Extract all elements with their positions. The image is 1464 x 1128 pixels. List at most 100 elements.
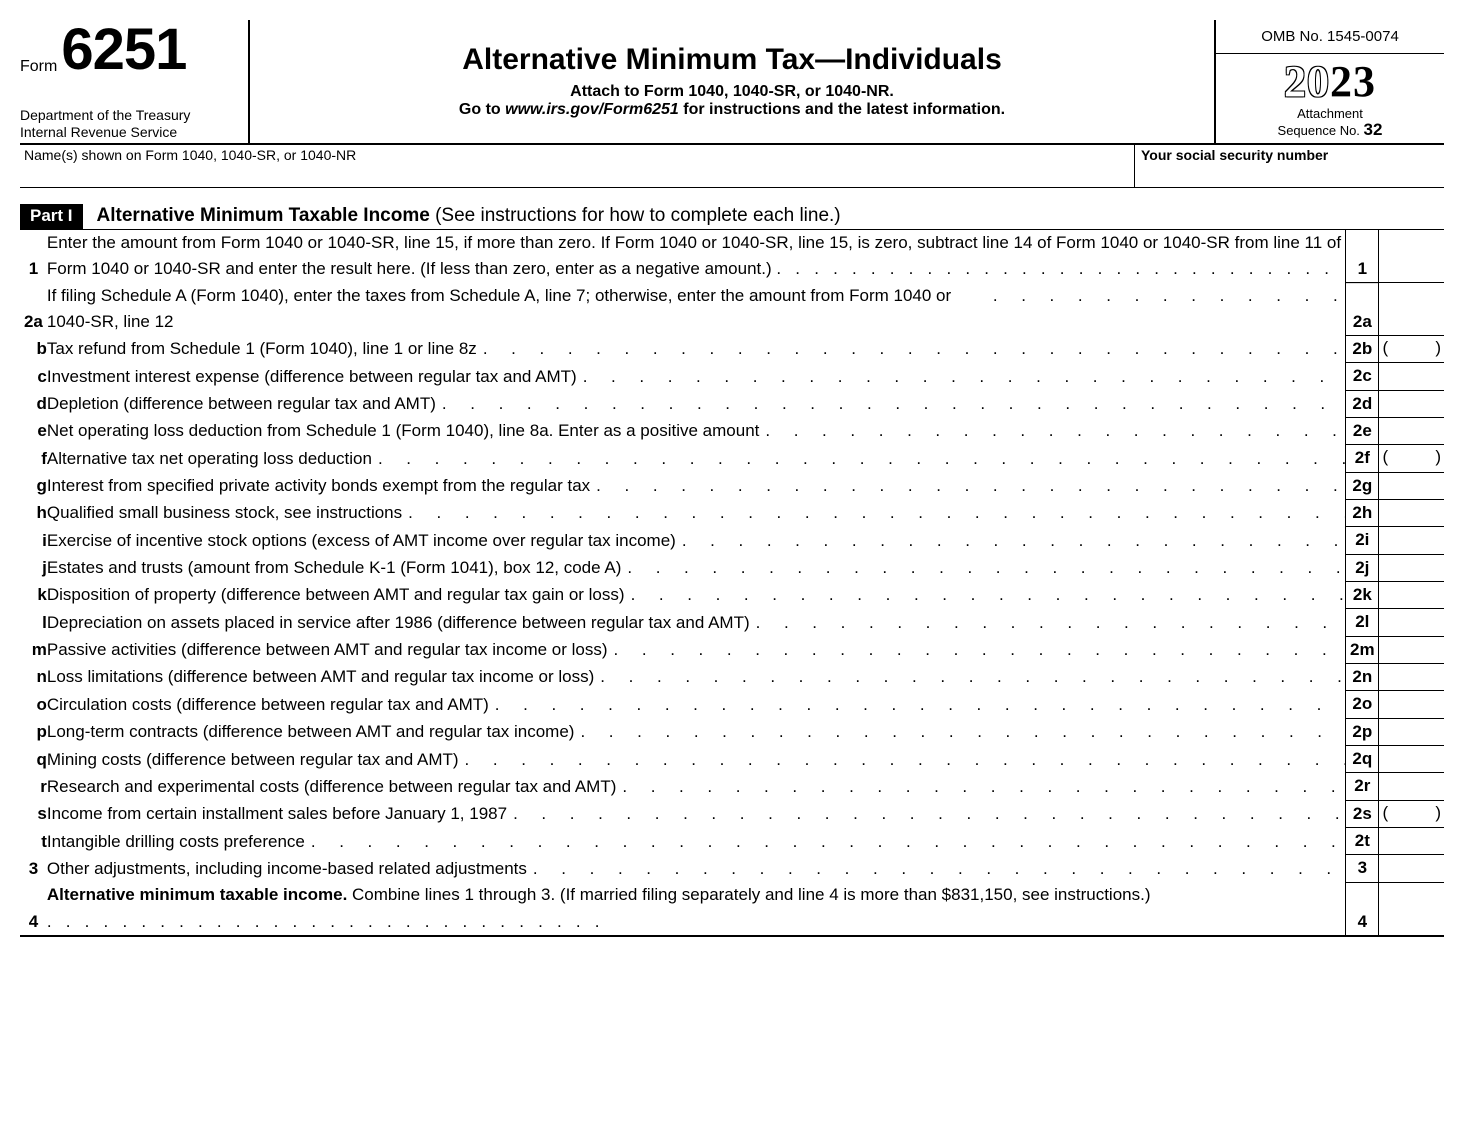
goto-line: Go to www.irs.gov/Form6251 for instructi…	[260, 101, 1204, 119]
year-prefix: 20	[1284, 57, 1330, 106]
line-2f-input[interactable]	[1379, 447, 1444, 471]
line-2b-text: Tax refund from Schedule 1 (Form 1040), …	[47, 335, 1346, 362]
line-2b-input[interactable]	[1379, 338, 1444, 362]
line-2a-input[interactable]	[1379, 311, 1444, 335]
line-2g-text-span: Interest from specified private activity…	[47, 473, 590, 499]
line-2s: sIncome from certain installment sales b…	[20, 800, 1444, 827]
line-2q-text: Mining costs (difference between regular…	[47, 746, 1346, 773]
line-1-input[interactable]	[1379, 258, 1444, 282]
line-2j-text: Estates and trusts (amount from Schedule…	[47, 554, 1346, 581]
form-header: Form 6251 Department of the Treasury Int…	[20, 20, 1444, 145]
line-2m-box	[1379, 636, 1444, 663]
line-2c-input[interactable]	[1379, 365, 1444, 389]
line-2r-text-span: Research and experimental costs (differe…	[47, 774, 616, 800]
paren-open: (	[1382, 444, 1388, 470]
part-title-bold: Alternative Minimum Taxable Income	[97, 205, 430, 226]
paren-close: )	[1435, 444, 1441, 470]
line-2q-input[interactable]	[1379, 748, 1444, 772]
goto-suffix: for instructions and the latest informat…	[679, 101, 1005, 118]
line-2m-num: m	[20, 636, 47, 663]
line-2n-input[interactable]	[1379, 666, 1444, 690]
line-2c: cInvestment interest expense (difference…	[20, 363, 1444, 390]
line-2o-box	[1379, 691, 1444, 718]
line-2r-label: 2r	[1346, 773, 1379, 800]
line-2c-label: 2c	[1346, 363, 1379, 390]
line-2j: jEstates and trusts (amount from Schedul…	[20, 554, 1444, 581]
line-2i-input[interactable]	[1379, 529, 1444, 553]
tax-year: 2023	[1284, 57, 1376, 106]
line-2b: bTax refund from Schedule 1 (Form 1040),…	[20, 335, 1444, 362]
line-3-text-span: Other adjustments, including income-base…	[47, 856, 527, 882]
line-2i-text-span: Exercise of incentive stock options (exc…	[47, 528, 676, 554]
line-2r-input[interactable]	[1379, 775, 1444, 799]
dot-leader	[577, 364, 1345, 390]
name-ssn-row: Name(s) shown on Form 1040, 1040-SR, or …	[20, 145, 1444, 188]
lines-table: 1 Enter the amount from Form 1040 or 104…	[20, 230, 1444, 937]
line-2r-num: r	[20, 773, 47, 800]
line-2g-input[interactable]	[1379, 475, 1444, 499]
line-2g-label: 2g	[1346, 472, 1379, 499]
line-2i-box	[1379, 527, 1444, 554]
line-2m-input[interactable]	[1379, 639, 1444, 663]
dot-leader	[436, 391, 1345, 417]
line-2k-box	[1379, 581, 1444, 608]
line-2t: tIntangible drilling costs preference2t	[20, 828, 1444, 855]
dot-leader	[402, 500, 1345, 526]
line-4: 4 Alternative minimum taxable income. Co…	[20, 882, 1444, 883]
line-2e-input[interactable]	[1379, 420, 1444, 444]
department-block: Department of the Treasury Internal Reve…	[20, 107, 242, 141]
year-suffix: 23	[1330, 57, 1376, 106]
line-2j-input[interactable]	[1379, 557, 1444, 581]
line-2e-text: Net operating loss deduction from Schedu…	[47, 417, 1346, 444]
dot-leader	[305, 829, 1345, 855]
line-1-box	[1379, 230, 1444, 283]
line-2d-input[interactable]	[1379, 393, 1444, 417]
line-4-bold: Alternative minimum taxable income.	[47, 885, 347, 904]
line-2s-input[interactable]	[1379, 803, 1444, 827]
line-2r-box	[1379, 773, 1444, 800]
line-2q-num: q	[20, 746, 47, 773]
line-2h-box	[1379, 499, 1444, 526]
line-2q-text-span: Mining costs (difference between regular…	[47, 747, 459, 773]
simple-rows: bTax refund from Schedule 1 (Form 1040),…	[20, 335, 1444, 882]
name-input[interactable]	[24, 163, 1130, 185]
line-2m: mPassive activities (difference between …	[20, 636, 1444, 663]
line-4-input[interactable]	[1379, 911, 1444, 935]
line-3-num: 3	[20, 855, 47, 882]
line-2p-text-span: Long-term contracts (difference between …	[47, 719, 575, 745]
line-2d-text-span: Depletion (difference between regular ta…	[47, 391, 436, 417]
line-2h-input[interactable]	[1379, 502, 1444, 526]
line-2t-input[interactable]	[1379, 830, 1444, 854]
line-2o-label: 2o	[1346, 691, 1379, 718]
line-2k-text-span: Disposition of property (difference betw…	[47, 582, 625, 608]
line-1-num: 1	[20, 230, 47, 283]
part-title: Alternative Minimum Taxable Income (See …	[83, 205, 841, 227]
line-2d-num: d	[20, 390, 47, 417]
line-2f-text-span: Alternative tax net operating loss deduc…	[47, 446, 372, 472]
line-2k-text: Disposition of property (difference betw…	[47, 581, 1346, 608]
line-2c-text: Investment interest expense (difference …	[47, 363, 1346, 390]
line-2l-label: 2l	[1346, 609, 1379, 636]
ssn-label: Your social security number	[1141, 147, 1438, 163]
line-2t-box	[1379, 828, 1444, 855]
line-2n-label: 2n	[1346, 663, 1379, 690]
line-2k-input[interactable]	[1379, 584, 1444, 608]
line-2b-text-span: Tax refund from Schedule 1 (Form 1040), …	[47, 336, 477, 362]
line-2h-num: h	[20, 499, 47, 526]
line-2f-text: Alternative tax net operating loss deduc…	[47, 445, 1346, 472]
part-1-header: Part I Alternative Minimum Taxable Incom…	[20, 204, 1444, 230]
dot-leader	[574, 719, 1345, 745]
line-2d-text: Depletion (difference between regular ta…	[47, 390, 1346, 417]
line-3-input[interactable]	[1379, 857, 1444, 881]
dot-leader	[372, 446, 1345, 472]
ssn-input[interactable]	[1141, 163, 1438, 185]
ssn-cell: Your social security number	[1134, 145, 1444, 187]
line-2p-input[interactable]	[1379, 721, 1444, 745]
form-title: Alternative Minimum Tax—Individuals	[260, 43, 1204, 77]
line-2l-text-span: Depreciation on assets placed in service…	[47, 610, 750, 636]
line-2f: fAlternative tax net operating loss dedu…	[20, 445, 1444, 472]
line-2l-input[interactable]	[1379, 611, 1444, 635]
attach-label: Attachment	[1297, 106, 1363, 121]
line-2f-label: 2f	[1346, 445, 1379, 472]
line-2o-input[interactable]	[1379, 693, 1444, 717]
